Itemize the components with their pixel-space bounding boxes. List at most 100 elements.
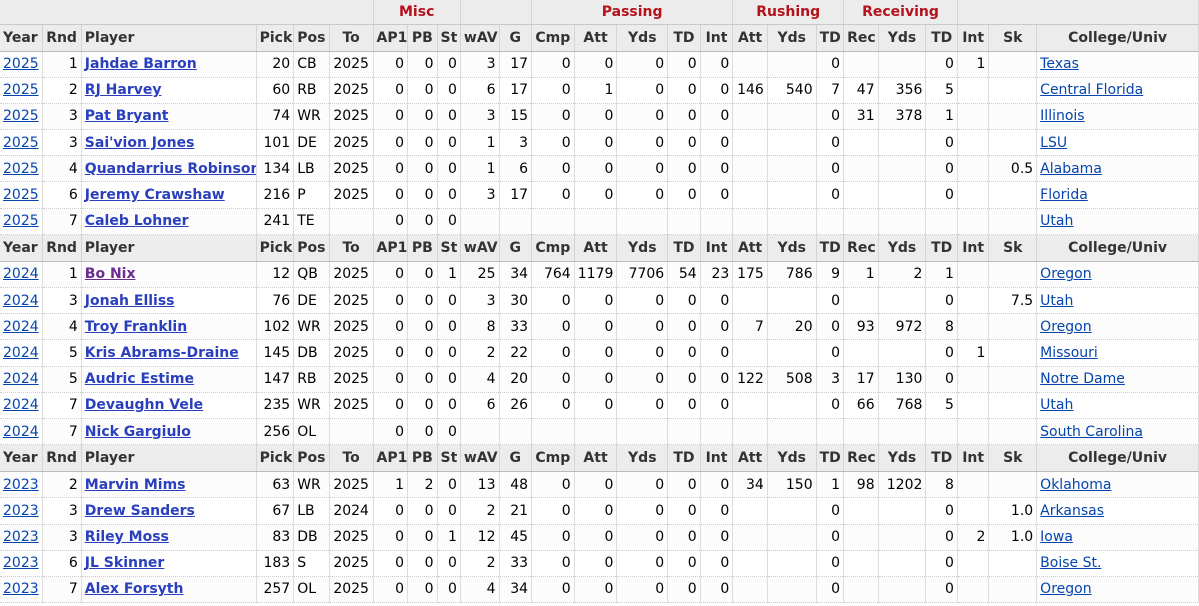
column-header-def-int[interactable]: Int bbox=[957, 24, 990, 52]
column-header-pos[interactable]: Pos bbox=[293, 234, 330, 262]
year-link[interactable]: 2024 bbox=[3, 371, 39, 388]
year-link[interactable]: 2024 bbox=[3, 344, 39, 361]
player-link[interactable]: Pat Bryant bbox=[84, 108, 169, 125]
college-link[interactable]: Utah bbox=[1040, 213, 1074, 230]
column-header-rnd[interactable]: Rnd bbox=[42, 234, 82, 262]
player-link[interactable]: Jahdae Barron bbox=[84, 56, 197, 73]
column-header-pos[interactable]: Pos bbox=[293, 444, 330, 473]
player-link[interactable]: Caleb Lohner bbox=[84, 213, 189, 230]
player-link[interactable]: Nick Gargiulo bbox=[84, 423, 191, 440]
column-header-player[interactable]: Player bbox=[81, 24, 257, 52]
column-header-pass-td[interactable]: TD bbox=[667, 444, 701, 473]
column-header-g[interactable]: G bbox=[499, 234, 533, 262]
college-link[interactable]: Oklahoma bbox=[1040, 476, 1112, 493]
column-header-st[interactable]: St bbox=[437, 444, 461, 473]
column-header-pb[interactable]: PB bbox=[407, 24, 438, 52]
college-link[interactable]: Notre Dame bbox=[1040, 371, 1125, 388]
player-link[interactable]: Quandarrius Robinson bbox=[84, 160, 257, 177]
year-link[interactable]: 2025 bbox=[3, 82, 39, 99]
college-link[interactable]: Alabama bbox=[1040, 160, 1102, 177]
college-link[interactable]: Arkansas bbox=[1040, 502, 1104, 519]
column-header-rush-yds[interactable]: Yds bbox=[767, 24, 817, 52]
year-link[interactable]: 2025 bbox=[3, 160, 39, 177]
college-link[interactable]: Texas bbox=[1040, 56, 1079, 73]
column-header-rec-yds[interactable]: Yds bbox=[878, 234, 927, 262]
column-header-pass-yds[interactable]: Yds bbox=[616, 24, 669, 52]
column-header-ap1[interactable]: AP1 bbox=[373, 234, 409, 262]
college-link[interactable]: LSU bbox=[1040, 134, 1068, 151]
column-header-sk[interactable]: Sk bbox=[988, 444, 1038, 473]
column-header-sk[interactable]: Sk bbox=[988, 234, 1038, 262]
year-link[interactable]: 2023 bbox=[3, 502, 39, 519]
year-link[interactable]: 2025 bbox=[3, 108, 39, 125]
year-link[interactable]: 2023 bbox=[3, 555, 39, 572]
column-header-st[interactable]: St bbox=[437, 24, 461, 52]
player-link[interactable]: Audric Estime bbox=[84, 371, 194, 388]
column-header-pass-att[interactable]: Att bbox=[574, 444, 618, 473]
college-link[interactable]: Oregon bbox=[1040, 318, 1092, 335]
column-header-to[interactable]: To bbox=[329, 444, 374, 473]
college-link[interactable]: Iowa bbox=[1040, 529, 1073, 546]
year-link[interactable]: 2025 bbox=[3, 134, 39, 151]
column-header-rush-td[interactable]: TD bbox=[816, 234, 845, 262]
column-header-pick[interactable]: Pick bbox=[256, 24, 295, 52]
column-header-rush-td[interactable]: TD bbox=[816, 24, 845, 52]
year-link[interactable]: 2024 bbox=[3, 423, 39, 440]
college-link[interactable]: South Carolina bbox=[1040, 423, 1143, 440]
college-link[interactable]: Oregon bbox=[1040, 581, 1092, 598]
column-header-ap1[interactable]: AP1 bbox=[373, 444, 409, 473]
year-link[interactable]: 2023 bbox=[3, 476, 39, 493]
column-header-pick[interactable]: Pick bbox=[256, 234, 295, 262]
column-header-rec[interactable]: Rec bbox=[843, 24, 879, 52]
year-link[interactable]: 2023 bbox=[3, 529, 39, 546]
year-link[interactable]: 2024 bbox=[3, 266, 39, 283]
column-header-rush-yds[interactable]: Yds bbox=[767, 444, 817, 473]
column-header-college[interactable]: College/Univ bbox=[1036, 444, 1199, 473]
player-link[interactable]: JL Skinner bbox=[84, 555, 165, 572]
column-header-year[interactable]: Year bbox=[0, 444, 44, 473]
college-link[interactable]: Utah bbox=[1040, 292, 1074, 309]
player-link[interactable]: Alex Forsyth bbox=[84, 581, 184, 598]
column-header-pass-int[interactable]: Int bbox=[700, 234, 734, 262]
column-header-g[interactable]: G bbox=[499, 444, 533, 473]
column-header-pass-cmp[interactable]: Cmp bbox=[531, 24, 575, 52]
column-header-def-int[interactable]: Int bbox=[957, 444, 990, 473]
column-header-wav[interactable]: wAV bbox=[460, 24, 500, 52]
column-header-wav[interactable]: wAV bbox=[460, 444, 500, 473]
year-link[interactable]: 2024 bbox=[3, 397, 39, 414]
player-link[interactable]: Riley Moss bbox=[84, 529, 169, 546]
column-header-pass-att[interactable]: Att bbox=[574, 24, 618, 52]
column-header-rec-td[interactable]: TD bbox=[925, 234, 958, 262]
column-header-rec-td[interactable]: TD bbox=[925, 24, 958, 52]
column-header-to[interactable]: To bbox=[329, 234, 374, 262]
column-header-rec-yds[interactable]: Yds bbox=[878, 24, 927, 52]
column-header-pass-td[interactable]: TD bbox=[667, 234, 701, 262]
column-header-rush-att[interactable]: Att bbox=[732, 234, 768, 262]
column-header-rnd[interactable]: Rnd bbox=[42, 444, 82, 473]
column-header-rush-att[interactable]: Att bbox=[732, 444, 768, 473]
column-header-rec[interactable]: Rec bbox=[843, 234, 879, 262]
player-link[interactable]: Sai'vion Jones bbox=[84, 134, 195, 151]
player-link[interactable]: Kris Abrams-Draine bbox=[84, 344, 239, 361]
column-header-year[interactable]: Year bbox=[0, 24, 44, 52]
player-link[interactable]: Jonah Elliss bbox=[84, 292, 175, 309]
year-link[interactable]: 2025 bbox=[3, 187, 39, 204]
column-header-to[interactable]: To bbox=[329, 24, 374, 52]
column-header-ap1[interactable]: AP1 bbox=[373, 24, 409, 52]
column-header-wav[interactable]: wAV bbox=[460, 234, 500, 262]
column-header-player[interactable]: Player bbox=[81, 444, 257, 473]
column-header-pb[interactable]: PB bbox=[407, 444, 438, 473]
column-header-def-int[interactable]: Int bbox=[957, 234, 990, 262]
column-header-sk[interactable]: Sk bbox=[988, 24, 1038, 52]
column-header-college[interactable]: College/Univ bbox=[1036, 24, 1199, 52]
column-header-pass-int[interactable]: Int bbox=[700, 444, 734, 473]
column-header-st[interactable]: St bbox=[437, 234, 461, 262]
column-header-pass-cmp[interactable]: Cmp bbox=[531, 444, 575, 473]
player-link[interactable]: Marvin Mims bbox=[84, 476, 186, 493]
college-link[interactable]: Boise St. bbox=[1040, 555, 1102, 572]
column-header-rec-yds[interactable]: Yds bbox=[878, 444, 927, 473]
column-header-g[interactable]: G bbox=[499, 24, 533, 52]
column-header-pick[interactable]: Pick bbox=[256, 444, 295, 473]
year-link[interactable]: 2024 bbox=[3, 318, 39, 335]
column-header-pass-yds[interactable]: Yds bbox=[616, 444, 669, 473]
